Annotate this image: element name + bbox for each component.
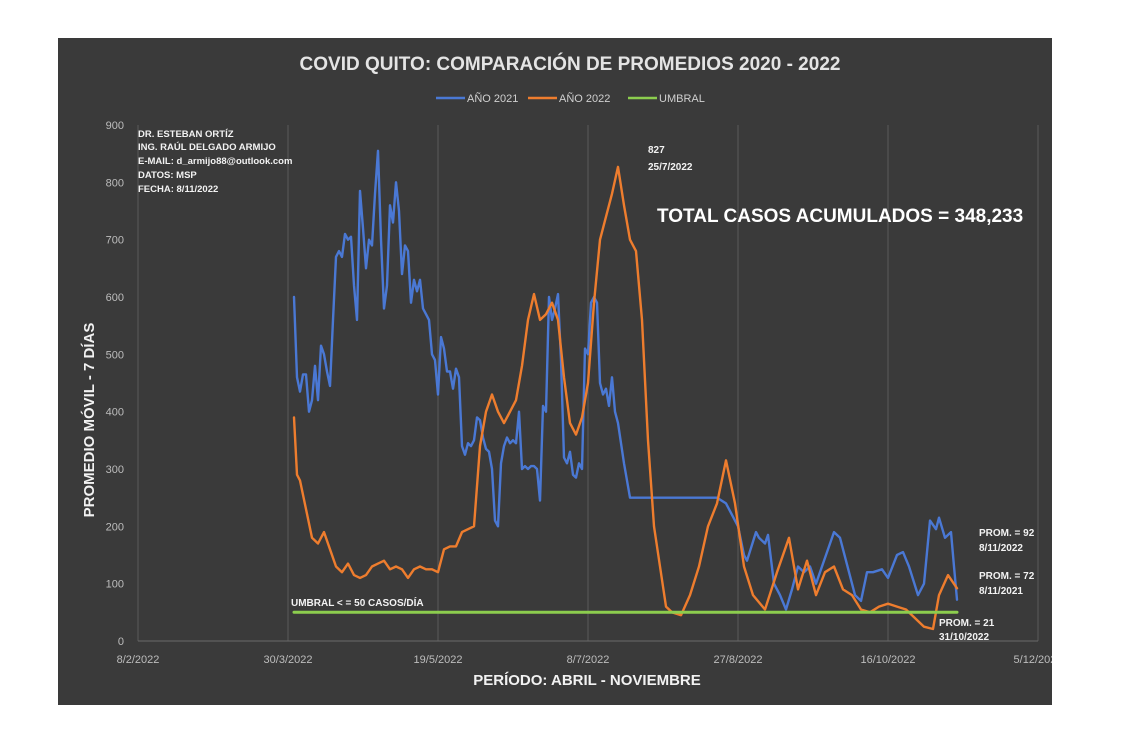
plot-area xyxy=(292,149,959,631)
credit-line: FECHA: 8/11/2022 xyxy=(138,184,218,195)
prom-2021-value: PROM. = 72 xyxy=(979,571,1035,582)
y-tick-label: 400 xyxy=(106,407,124,419)
peak-value-label: 827 xyxy=(648,145,665,156)
chart-svg: COVID QUITO: COMPARACIÓN DE PROMEDIOS 20… xyxy=(80,53,1052,689)
y-tick-label: 300 xyxy=(106,464,124,476)
series-line xyxy=(292,149,959,611)
credit-line: DATOS: MSP xyxy=(138,170,197,181)
legend: AÑO 2021 AÑO 2022 UMBRAL xyxy=(436,92,705,105)
y-axis: 0 100 200 300 400 500 600 700 800 900 xyxy=(106,120,124,648)
series-line xyxy=(292,165,959,631)
legend-label: AÑO 2021 xyxy=(467,92,518,105)
legend-label: UMBRAL xyxy=(659,93,705,105)
prom-2022-date: 8/11/2022 xyxy=(979,543,1023,554)
y-tick-label: 700 xyxy=(106,235,124,247)
y-tick-label: 500 xyxy=(106,349,124,361)
chart-title: COVID QUITO: COMPARACIÓN DE PROMEDIOS 20… xyxy=(300,53,841,75)
credit-line: E-MAIL: d_armijo88@outlook.com xyxy=(138,156,292,167)
x-axis: 8/2/2022 30/3/2022 19/5/2022 8/7/2022 27/8/2… xyxy=(117,654,1052,666)
peak-date-label: 25/7/2022 xyxy=(648,162,693,173)
y-tick-label: 100 xyxy=(106,579,124,591)
credit-line: DR. ESTEBAN ORTÍZ xyxy=(138,129,234,140)
x-tick-label: 30/3/2022 xyxy=(264,654,313,666)
prom-min-value: PROM. = 21 xyxy=(939,618,995,629)
x-tick-label: 5/12/2022 xyxy=(1014,654,1052,666)
chart-panel: COVID QUITO: COMPARACIÓN DE PROMEDIOS 20… xyxy=(58,38,1052,705)
x-tick-label: 27/8/2022 xyxy=(714,654,763,666)
prom-2022-value: PROM. = 92 xyxy=(979,528,1035,539)
y-tick-label: 600 xyxy=(106,292,124,304)
x-tick-label: 16/10/2022 xyxy=(860,654,915,666)
legend-label: AÑO 2022 xyxy=(559,92,610,105)
y-axis-label: PROMEDIO MÓVIL - 7 DÍAS xyxy=(80,323,98,518)
y-tick-label: 200 xyxy=(106,521,124,533)
x-tick-label: 19/5/2022 xyxy=(414,654,463,666)
x-tick-label: 8/7/2022 xyxy=(567,654,610,666)
y-tick-label: 0 xyxy=(118,636,124,648)
y-tick-label: 900 xyxy=(106,120,124,132)
x-axis-label: PERÍODO: ABRIL - NOVIEMBRE xyxy=(473,672,701,689)
x-tick-label: 8/2/2022 xyxy=(117,654,160,666)
credit-line: ING. RAÚL DELGADO ARMIJO xyxy=(138,141,276,153)
credits-block: DR. ESTEBAN ORTÍZ ING. RAÚL DELGADO ARMI… xyxy=(138,129,292,195)
y-tick-label: 800 xyxy=(106,177,124,189)
prom-min-date: 31/10/2022 xyxy=(939,632,989,643)
total-cases-label: TOTAL CASOS ACUMULADOS = 348,233 xyxy=(657,206,1023,227)
prom-2021-date: 8/11/2021 xyxy=(979,586,1023,597)
threshold-label: UMBRAL < = 50 CASOS/DÍA xyxy=(291,596,424,609)
